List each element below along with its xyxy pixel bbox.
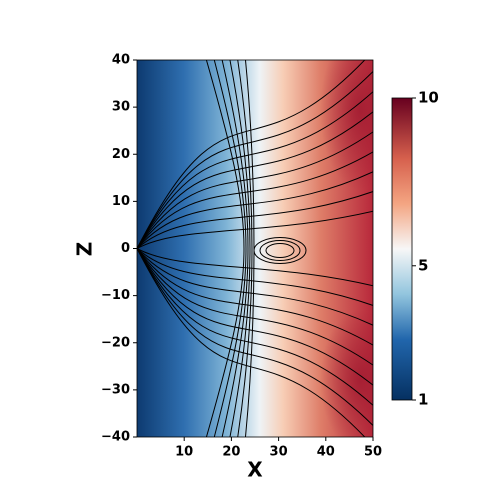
streamline (221, 60, 249, 437)
colorbar-tick-label: 5 (418, 256, 428, 274)
colorbar-tick-label: 1 (418, 391, 428, 409)
y-tick-label: −30 (101, 382, 130, 397)
y-tick-label: 0 (121, 241, 130, 256)
streamline-loop (259, 240, 301, 261)
streamline (237, 60, 253, 437)
streamline-loop (253, 237, 307, 264)
field (137, 60, 373, 437)
streamline (213, 60, 247, 437)
y-tick-label: 20 (112, 147, 130, 162)
streamline (137, 248, 373, 326)
streamline (229, 60, 251, 437)
y-tick-label: −10 (101, 288, 130, 303)
streamline (137, 131, 373, 249)
streamline (137, 248, 373, 346)
streamline (137, 111, 373, 249)
colorbar-tick-label: 10 (418, 89, 439, 107)
streamline (137, 70, 373, 249)
x-tick-label: 20 (222, 445, 240, 460)
streamline (137, 91, 373, 249)
streamline (137, 248, 373, 427)
streamline (137, 248, 366, 437)
y-tick-label: −40 (101, 430, 130, 445)
y-tick-label: 30 (112, 100, 130, 115)
colorbar (392, 98, 412, 400)
streamline (137, 151, 373, 249)
streamline (205, 60, 245, 437)
y-tick-label: 40 (112, 53, 130, 68)
x-tick-label: 50 (364, 445, 382, 460)
x-tick-label: 40 (317, 445, 335, 460)
streamline (137, 210, 373, 249)
streamline-loop (265, 243, 295, 258)
streamline (137, 248, 373, 386)
streamline (137, 248, 373, 366)
streamline (137, 191, 373, 249)
x-tick-label: 30 (270, 445, 288, 460)
x-tick-label: 10 (175, 445, 193, 460)
y-tick-label: −20 (101, 335, 130, 350)
streamline (137, 248, 373, 406)
colorbar-frame (391, 97, 413, 401)
y-tick-label: 10 (112, 194, 130, 209)
streamline (137, 248, 373, 306)
x-axis-label: X (247, 458, 263, 482)
streamline (137, 171, 373, 249)
streamline (137, 248, 373, 287)
streamline (137, 60, 366, 249)
y-axis-label: Z (73, 242, 97, 257)
